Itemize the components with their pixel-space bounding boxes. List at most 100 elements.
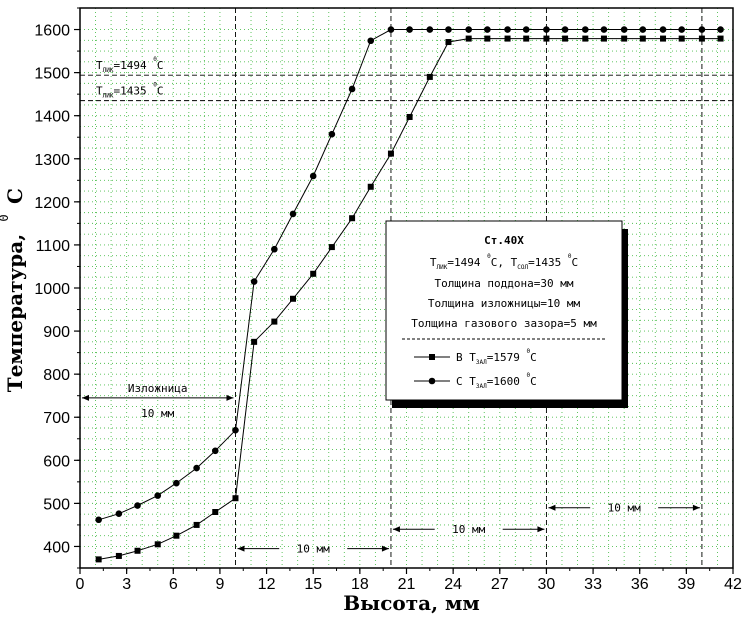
x-axis-title: Высота, мм xyxy=(343,591,480,615)
series-point-C xyxy=(465,26,472,33)
arrow-head xyxy=(237,545,245,552)
series-point-B xyxy=(406,113,413,120)
series-point-C xyxy=(328,130,336,138)
legend-title: Ст.40Х xyxy=(484,234,524,247)
x-tick-label: 36 xyxy=(631,576,649,593)
dimension-label: 10 мм xyxy=(141,407,174,420)
y-axis-title: Температура, 0 C xyxy=(0,188,27,392)
arrow-head xyxy=(226,394,234,401)
legend-line-temps: TЛИК=1494 0C, TСОЛ=1435 0C xyxy=(430,253,578,271)
y-tick-label: 1300 xyxy=(34,152,70,169)
series-point-C xyxy=(504,26,511,33)
legend-frame xyxy=(385,220,623,401)
legend-box: Ст.40Х TЛИК=1494 0C, TСОЛ=1435 0C Толщина … xyxy=(385,220,628,408)
x-tick-label: 21 xyxy=(398,576,416,593)
series-point-B xyxy=(445,39,452,46)
series-point-C xyxy=(426,26,434,33)
series-point-C xyxy=(698,26,706,33)
axes: 0 3 6 9 12 15 18 21 24 27 30 33 36 39 4240050060070080… xyxy=(34,7,742,593)
x-tick-label: 24 xyxy=(444,576,462,593)
x-tick-label: 12 xyxy=(258,576,276,593)
dimension-label: 10 мм xyxy=(452,523,485,536)
legend-line: Толщина газового зазора=5 мм xyxy=(411,317,597,330)
hline-label: TЛИК=1494 0C xyxy=(96,56,163,74)
x-tick-label: 3 xyxy=(122,576,131,593)
series-point-C xyxy=(271,245,278,253)
series-point-B xyxy=(678,35,685,42)
series-point-B xyxy=(582,35,589,42)
hline-label: TЛИК=1435 0C xyxy=(96,82,163,100)
arrow-head xyxy=(381,545,389,552)
y-tick-label: 1400 xyxy=(34,109,70,126)
y-tick-label: 1000 xyxy=(34,281,70,298)
series-point-C xyxy=(600,26,608,33)
series-point-C xyxy=(445,26,452,33)
series-point-B xyxy=(717,35,724,42)
series-point-B xyxy=(310,270,317,277)
legend-entry-1: C TЗАЛ=1600 0C xyxy=(456,372,537,390)
series-point-B xyxy=(290,295,297,302)
legend-line: Толщина поддона=30 мм xyxy=(434,277,573,290)
y-axis-title-unit: C xyxy=(3,188,27,204)
series-point-C xyxy=(620,26,628,33)
legend-entry-0: B TЗАЛ=1579 0C xyxy=(456,348,537,366)
dimension-label: 10 мм xyxy=(297,543,330,556)
series-point-C xyxy=(367,37,375,45)
series-point-C xyxy=(115,510,123,518)
arrow-head xyxy=(392,526,400,533)
y-axis-title-text: Температура, xyxy=(3,234,27,392)
annotations: Изложница 10 мм 10 мм 10 мм 10 мм xyxy=(82,382,700,556)
series-point-B xyxy=(698,35,705,42)
y-axis-title-degree: 0 xyxy=(0,214,11,221)
series-point-C xyxy=(250,278,258,285)
x-tick-label: 27 xyxy=(491,576,509,593)
x-tick-label: 33 xyxy=(584,576,602,593)
series-point-B xyxy=(134,547,141,554)
series-point-C xyxy=(154,492,162,499)
series-point-C xyxy=(193,464,200,472)
y-tick-label: 400 xyxy=(43,539,70,556)
mould-label: Изложница xyxy=(128,382,188,395)
arrow-head xyxy=(692,504,700,511)
legend-marker-circle xyxy=(428,377,436,385)
x-tick-label: 9 xyxy=(215,576,224,593)
y-tick-label: 1500 xyxy=(34,66,70,83)
legend-marker-square xyxy=(429,354,435,360)
dimension-label: 10 мм xyxy=(608,502,641,515)
series-point-C xyxy=(581,26,589,33)
series-point-B xyxy=(115,552,122,559)
series-point-C xyxy=(659,26,667,33)
series-point-B xyxy=(212,509,219,515)
series-point-B xyxy=(523,35,530,42)
series-point-B xyxy=(562,35,569,42)
series-point-C xyxy=(484,26,491,33)
series-point-B xyxy=(271,318,278,325)
series-point-C xyxy=(561,26,569,33)
x-tick-label: 0 xyxy=(76,576,85,593)
series-point-B xyxy=(660,35,667,42)
series-point-B xyxy=(621,35,628,42)
y-tick-label: 1600 xyxy=(34,23,70,40)
series-point-B xyxy=(154,541,161,548)
series-point-C xyxy=(134,502,141,509)
series-point-B xyxy=(484,35,491,42)
legend-line: Толщина изложницы=10 мм xyxy=(428,297,581,310)
series-point-B xyxy=(251,338,258,345)
series-point-C xyxy=(289,210,297,218)
y-tick-label: 700 xyxy=(43,410,70,427)
series-point-B xyxy=(465,35,472,42)
arrow-head xyxy=(537,526,545,533)
y-tick-label: 1200 xyxy=(34,195,70,212)
series-point-C xyxy=(309,172,317,180)
series-point-B xyxy=(600,35,607,42)
series-point-C xyxy=(173,479,180,487)
series-point-C xyxy=(522,26,530,33)
series-point-B xyxy=(173,532,180,539)
series-point-B xyxy=(639,35,646,42)
series-point-B xyxy=(543,35,550,42)
series-point-C xyxy=(387,26,395,33)
y-tick-label: 500 xyxy=(43,496,70,513)
y-tick-label: 900 xyxy=(43,324,70,341)
series-point-B xyxy=(387,150,394,157)
